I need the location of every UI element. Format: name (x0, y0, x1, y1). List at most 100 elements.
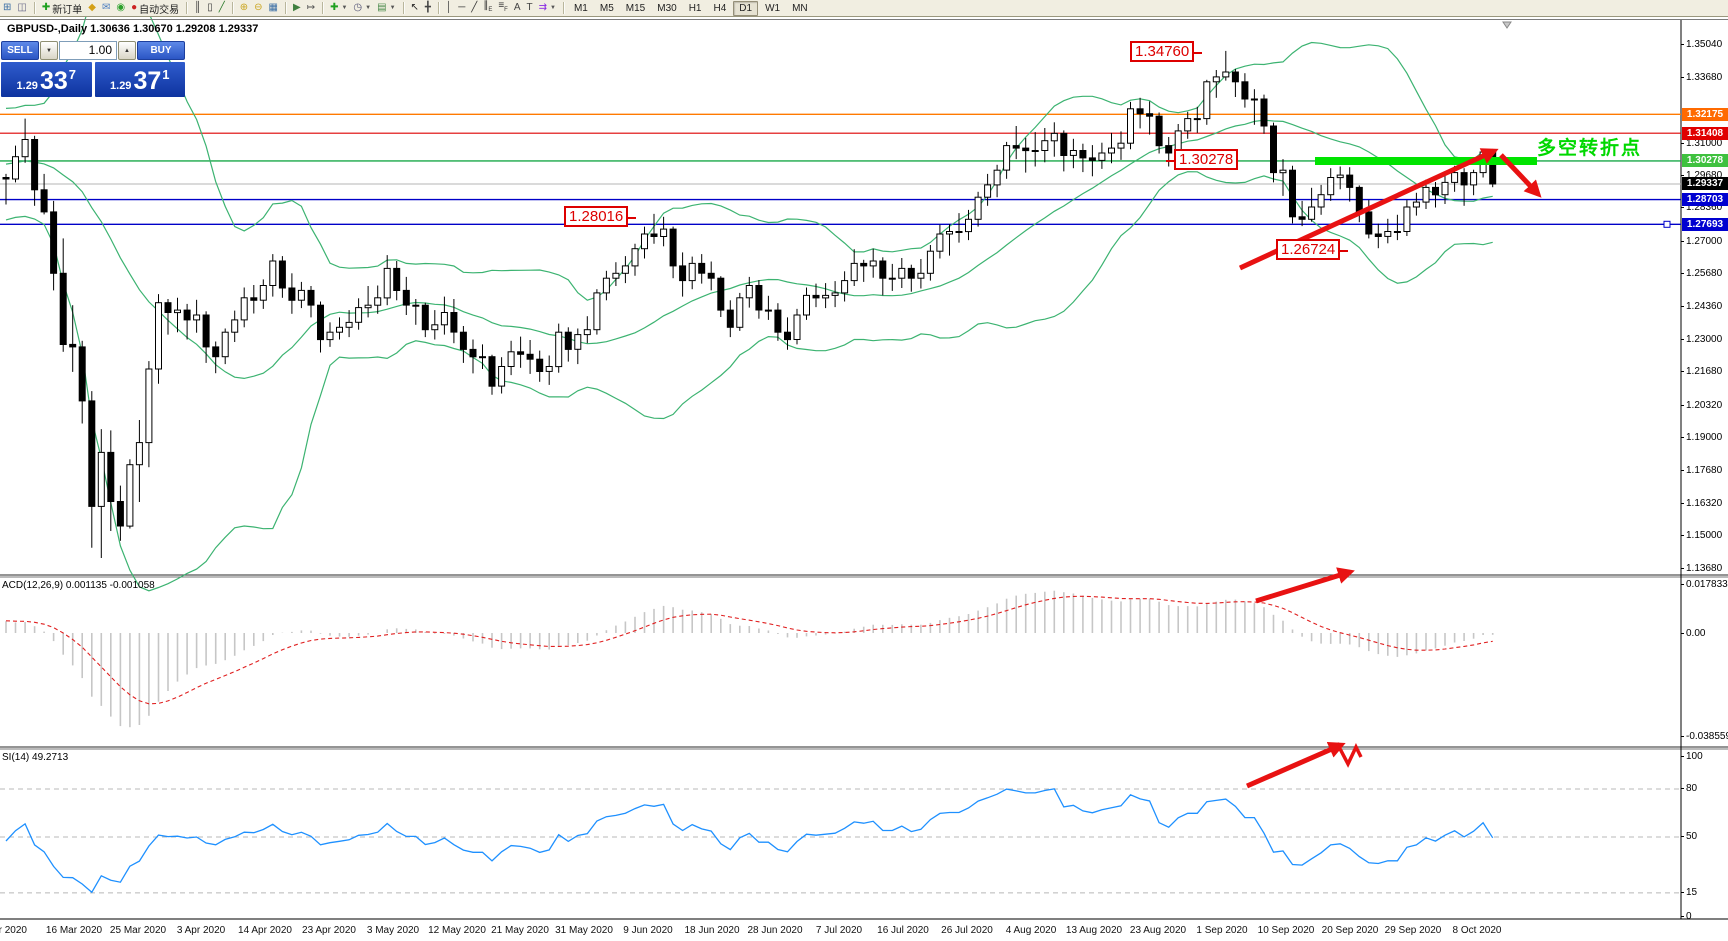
green-level-bar[interactable] (1315, 157, 1537, 165)
chart-window-icon[interactable]: ⊞ (0, 1, 14, 15)
chart-shift-marker[interactable] (1502, 21, 1512, 29)
panel-separators[interactable] (0, 574, 1728, 920)
text-icon: A (513, 2, 521, 13)
turning-point-annotation[interactable]: 多空转折点 (1537, 138, 1643, 159)
shapes-icon[interactable]: ⇉ ▼ (538, 2, 556, 13)
history-center-icon[interactable]: ◆ (85, 1, 99, 15)
bar-chart-icon[interactable]: ║ (191, 1, 204, 15)
sell-button[interactable]: SELL (1, 41, 39, 60)
horizontal-level-lines[interactable] (0, 113, 1681, 228)
rsi-gridlines (0, 788, 1681, 894)
price-axis-tick: 1.16320 (1680, 498, 1723, 509)
rsi-zigzag-mark (1335, 742, 1363, 768)
timeframe-m5[interactable]: M5 (599, 2, 614, 14)
autotrading-button: ● (131, 2, 138, 13)
price-axis-tick: 1.24360 (1680, 301, 1723, 312)
zoom-out-icon: ⊖ (254, 2, 263, 13)
macd-indicator-label: ACD(12,26,9) 0.001135 -0.001058 (2, 580, 155, 591)
timeframe-m15[interactable]: M15 (625, 2, 646, 14)
signal-icon[interactable]: ◉ (113, 1, 128, 15)
periods-icon: ◷ (353, 2, 363, 13)
tile-windows-icon[interactable]: ▦ (266, 1, 281, 15)
callout-1-30278[interactable]: 1.30278 (1166, 149, 1239, 170)
chart-window-icon: ⊞ (3, 2, 12, 13)
cursor-icon[interactable]: ↖ (408, 1, 422, 15)
timeframe-m1[interactable]: M1 (573, 2, 588, 14)
horizontal-line-icon[interactable]: ─ (455, 1, 468, 15)
date-axis-label: 18 Jun 2020 (684, 925, 740, 936)
price-badge-1.31408: 1.31408 (1682, 127, 1728, 140)
autotrading-button[interactable]: ● 自动交易 (131, 2, 180, 16)
rsi-axis-tick: 50 (1680, 831, 1698, 842)
lot-decrease-button[interactable]: ▼ (40, 41, 58, 60)
periods-icon[interactable]: ◷ ▼ (353, 2, 372, 13)
one-click-trade-panel: SELL ▼ 1.00 ▲ BUY 1.29 33 7 1.29 37 1 (1, 41, 185, 97)
auto-scroll-icon[interactable]: ▶ (290, 1, 304, 15)
buy-price-display[interactable]: 1.29 37 1 (94, 62, 185, 97)
vertical-line-icon: │ (445, 2, 453, 13)
chart-shift-icon[interactable]: ↦ (304, 1, 318, 15)
new-order-button[interactable]: ✚ 新订单 (41, 2, 83, 16)
date-axis-label: 21 May 2020 (491, 925, 549, 936)
indicators-icon[interactable]: ✚ ▼ (330, 2, 348, 13)
horizontal-line-icon: ─ (458, 2, 466, 13)
date-axis-label: 7 Jul 2020 (815, 925, 863, 936)
macd-signal-line (5, 595, 1493, 705)
timeframe-h4[interactable]: H4 (713, 2, 727, 14)
label-icon[interactable]: T (524, 1, 536, 15)
date-axis-label: 29 Sep 2020 (1384, 925, 1442, 936)
timeframe-mn[interactable]: MN (792, 2, 808, 14)
fibonacci-icon[interactable]: ≡F (495, 0, 511, 15)
line-chart-icon[interactable]: ╱ (216, 1, 228, 15)
buy-button[interactable]: BUY (137, 41, 185, 60)
vertical-line-icon[interactable]: │ (443, 1, 455, 15)
zoom-in-icon: ⊕ (239, 2, 249, 13)
date-axis-label: 3 Apr 2020 (176, 925, 226, 936)
trendline-icon[interactable]: ╱ (468, 1, 480, 15)
buy-price-handle: 1.29 (110, 80, 132, 92)
timeframe-w1[interactable]: W1 (765, 2, 781, 14)
line-drag-handle (1663, 220, 1671, 228)
price-axis-tick: 1.13680 (1680, 563, 1723, 574)
templates-icon: ▤ (377, 2, 387, 13)
callout-1-28016[interactable]: 1.28016 (564, 206, 637, 227)
crosshair-icon[interactable]: ╋ (422, 1, 434, 15)
buy-price-pip: 1 (162, 67, 170, 82)
zoom-out-icon[interactable]: ⊖ (251, 1, 265, 15)
price-axis-tick: 1.29680 (1680, 170, 1723, 181)
candle-chart-icon[interactable]: ▯ (204, 1, 216, 15)
date-axis-label: 9 Jun 2020 (623, 925, 673, 936)
date-axis-label: 3 May 2020 (366, 925, 420, 936)
text-icon[interactable]: A (511, 1, 524, 15)
templates-icon[interactable]: ▤ ▼ (377, 2, 396, 13)
mailbox-icon[interactable]: ✉ (99, 1, 113, 15)
signal-icon: ◉ (116, 2, 126, 13)
lot-increase-button[interactable]: ▲ (118, 41, 136, 60)
callout-handle (627, 216, 637, 219)
zoom-in-icon[interactable]: ⊕ (237, 1, 251, 15)
macd-axis-tick: -0.038559 (1680, 731, 1728, 742)
date-axis-label: ar 2020 (0, 925, 27, 936)
sell-price-display[interactable]: 1.29 33 7 (1, 62, 92, 97)
price-axis-tick: 1.27000 (1680, 236, 1723, 247)
date-axis-label: 25 Mar 2020 (109, 925, 167, 936)
callout-1-26724[interactable]: 1.26724 (1276, 239, 1349, 260)
history-center-icon: ◆ (88, 2, 96, 13)
bar-chart-icon: ║ (194, 2, 202, 13)
date-axis-label: 10 Sep 2020 (1257, 925, 1315, 936)
timeframe-d1[interactable]: D1 (733, 0, 759, 16)
price-axis-tick: 1.31000 (1680, 138, 1723, 149)
macd-up-arrow (1255, 567, 1355, 604)
channel-icon[interactable]: ∥E (480, 0, 495, 15)
price-axis-tick: 1.23000 (1680, 334, 1723, 345)
sell-price-pip: 7 (68, 67, 76, 82)
timeframe-h1[interactable]: H1 (688, 2, 702, 14)
macd-axis-tick: 0.00 (1680, 628, 1706, 639)
callout-handle (1166, 159, 1175, 162)
timeframe-m30[interactable]: M30 (657, 2, 677, 14)
lot-size-input[interactable]: 1.00 (59, 41, 117, 60)
chart-shift-icon: ↦ (306, 2, 316, 13)
market-watch-icon[interactable]: ◫ (14, 1, 29, 15)
callout-1-34760[interactable]: 1.34760 (1130, 41, 1203, 62)
